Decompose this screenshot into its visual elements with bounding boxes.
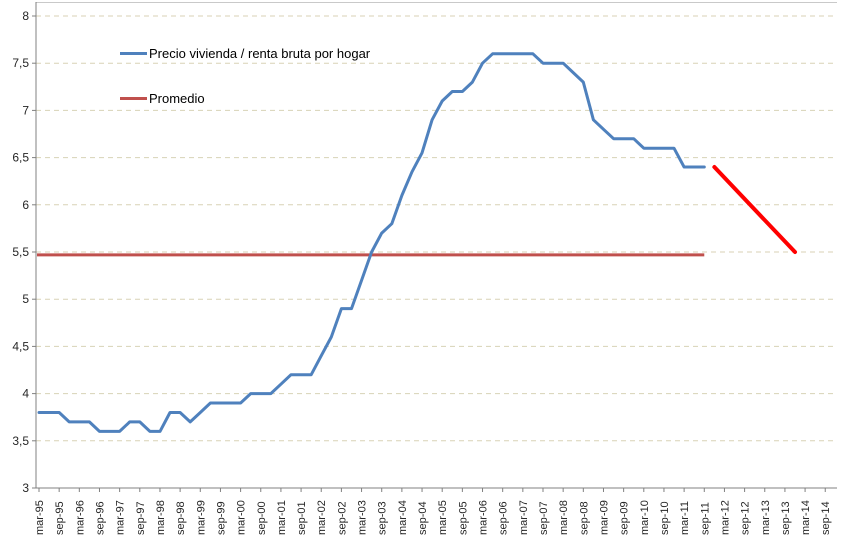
y-tick-label: 8 [22, 9, 29, 23]
x-tick-label: mar-10 [639, 500, 651, 535]
precio-vivienda-line [37, 52, 706, 433]
x-tick-label: mar-09 [598, 500, 610, 535]
projection-line [712, 165, 797, 254]
x-tick-label: mar-00 [236, 500, 248, 535]
legend-line-sample-red [120, 97, 147, 100]
x-tick-label: sep-11 [699, 502, 711, 535]
x-tick-label: mar-13 [760, 500, 772, 535]
x-tick-label: sep-96 [94, 501, 106, 535]
x-tick-label: sep-95 [54, 501, 66, 535]
x-tick-label: mar-08 [558, 500, 570, 535]
x-tick-label: sep-01 [296, 501, 308, 535]
x-tick-label: mar-06 [478, 500, 490, 535]
x-tick-label: mar-11 [679, 501, 691, 535]
legend-item-precio-vivienda: Precio vivienda / renta bruta por hogar [120, 46, 370, 61]
x-tick-label: sep-12 [740, 501, 752, 535]
y-tick-label: 3 [22, 481, 29, 495]
x-tick-label: mar-01 [276, 500, 288, 535]
x-tick-label: sep-07 [538, 501, 550, 535]
y-tick-label: 4 [22, 387, 29, 401]
x-tick-label: mar-97 [115, 500, 127, 535]
x-tick-label: mar-03 [357, 500, 369, 535]
x-tick-label: sep-97 [135, 501, 147, 535]
x-tick-label: mar-07 [518, 500, 530, 535]
x-tick-label: mar-98 [155, 500, 167, 535]
x-tick-label: mar-96 [74, 500, 86, 535]
x-tick-label: sep-10 [659, 501, 671, 535]
x-tick-label: mar-02 [316, 500, 328, 535]
x-tick-label: mar-04 [397, 500, 409, 535]
x-tick-label: sep-05 [457, 501, 469, 535]
x-tick-label: sep-08 [578, 501, 590, 535]
x-tick-label: sep-14 [820, 501, 832, 535]
x-tick-label: sep-02 [336, 501, 348, 535]
legend-label-promedio: Promedio [149, 91, 205, 106]
x-tick-label: sep-98 [175, 501, 187, 535]
legend-item-promedio: Promedio [120, 91, 205, 106]
y-tick-label: 4,5 [12, 339, 29, 353]
x-tick-label: sep-03 [377, 501, 389, 535]
x-tick-label: mar-12 [719, 500, 731, 535]
x-tick-label: mar-05 [437, 500, 449, 535]
x-tick-label: sep-13 [780, 501, 792, 535]
y-tick-label: 5 [22, 292, 29, 306]
y-tick-label: 3,5 [12, 434, 29, 448]
x-tick-label: sep-99 [215, 501, 227, 535]
y-tick-label: 5,5 [12, 245, 29, 259]
y-tick-label: 6,5 [12, 151, 29, 165]
x-tick-label: mar-95 [34, 500, 46, 535]
y-tick-label: 6 [22, 198, 29, 212]
x-tick-label: sep-04 [417, 501, 429, 535]
y-tick-label: 7 [22, 103, 29, 117]
x-tick-label: mar-99 [195, 500, 207, 535]
x-tick-label: sep-06 [498, 501, 510, 535]
legend-label-precio-vivienda: Precio vivienda / renta bruta por hogar [149, 46, 371, 61]
x-tick-label: sep-00 [256, 501, 268, 535]
legend-line-sample-blue [120, 52, 147, 55]
y-tick-label: 7,5 [12, 56, 29, 70]
x-tick-label: sep-09 [619, 501, 631, 535]
x-tick-label: mar-14 [800, 500, 812, 535]
